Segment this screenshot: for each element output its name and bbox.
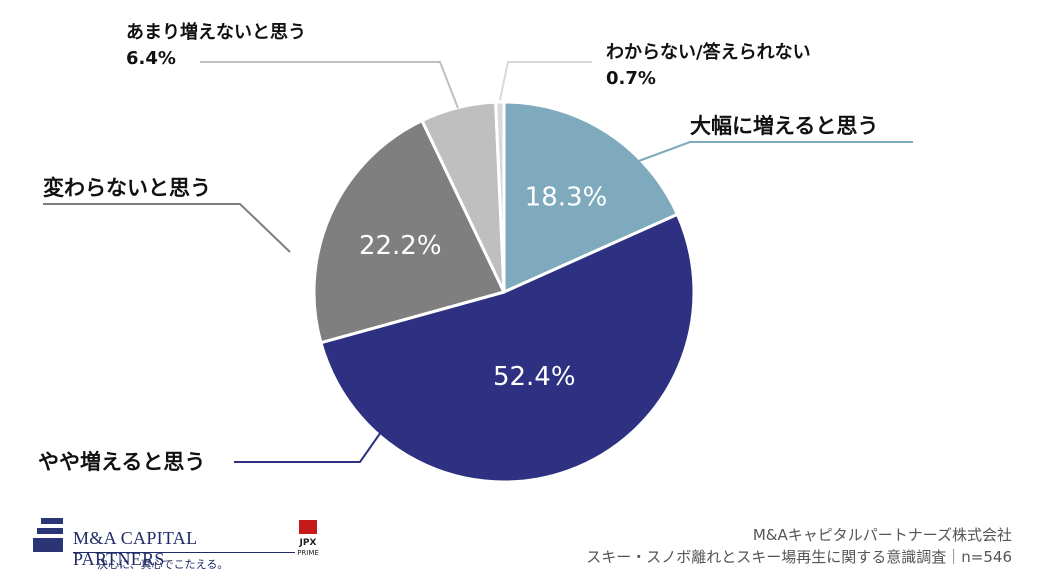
- slice-label-3: 変わらないと思う: [43, 176, 211, 200]
- source-survey: スキー・スノボ離れとスキー場再生に関する意識調査｜n=546: [586, 548, 1012, 566]
- slice-value-outer-4: 6.4%: [126, 48, 176, 69]
- company-logo: M&A CAPITAL PARTNERS 決心に、真心でこたえる。: [33, 514, 295, 574]
- jpx-prime-badge: JPX PRIME: [288, 518, 328, 568]
- leader-line-slice-5: [499, 61, 592, 101]
- jpx-mark-icon: [299, 520, 317, 534]
- source-company: M&Aキャピタルパートナーズ株式会社: [752, 526, 1012, 544]
- prime-text: PRIME: [297, 549, 319, 557]
- slice-label-1: 大幅に増えると思う: [690, 114, 879, 138]
- logo-bar-middle: [37, 528, 63, 534]
- leader-line-slice-4: [200, 61, 459, 109]
- slice-value-outer-5: 0.7%: [606, 68, 656, 89]
- leader-line-slice-3: [43, 203, 291, 253]
- logo-tagline: 決心に、真心でこたえる。: [97, 559, 229, 571]
- pie-slice-5: [494, 100, 506, 294]
- pie-slices: [312, 100, 696, 484]
- slice-label-4: あまり増えないと思う: [126, 22, 306, 43]
- slice-value-label-3: 22.2%: [359, 231, 442, 261]
- logo-wordmark: M&A CAPITAL PARTNERS: [73, 528, 197, 569]
- slice-label-4-group: あまり増えないと思う 6.4%: [126, 20, 306, 72]
- pie-slice-3: [312, 119, 506, 345]
- leader-line-slice-2: [234, 431, 382, 463]
- pie-slice-1: [502, 100, 679, 294]
- leader-lines: [43, 61, 913, 463]
- slice-value-label-2: 52.4%: [493, 362, 576, 392]
- slice-value-label-1: 18.3%: [525, 182, 608, 212]
- pie-slice-2: [319, 212, 696, 484]
- slice-value-labels: 18.3% 52.4% 22.2%: [359, 182, 607, 392]
- jpx-text: JPX: [299, 538, 317, 548]
- slice-label-2: やや増えると思う: [38, 450, 206, 474]
- source-note: M&Aキャピタルパートナーズ株式会社 スキー・スノボ離れとスキー場再生に関する意…: [586, 524, 1012, 568]
- slice-label-5: わからない/答えられない: [606, 42, 811, 63]
- logo-bar-bottom: [33, 538, 63, 552]
- logo-bar-top: [41, 518, 63, 524]
- leader-line-slice-1: [635, 141, 913, 163]
- logo-divider: [73, 552, 295, 553]
- slice-label-5-group: わからない/答えられない 0.7%: [606, 40, 811, 92]
